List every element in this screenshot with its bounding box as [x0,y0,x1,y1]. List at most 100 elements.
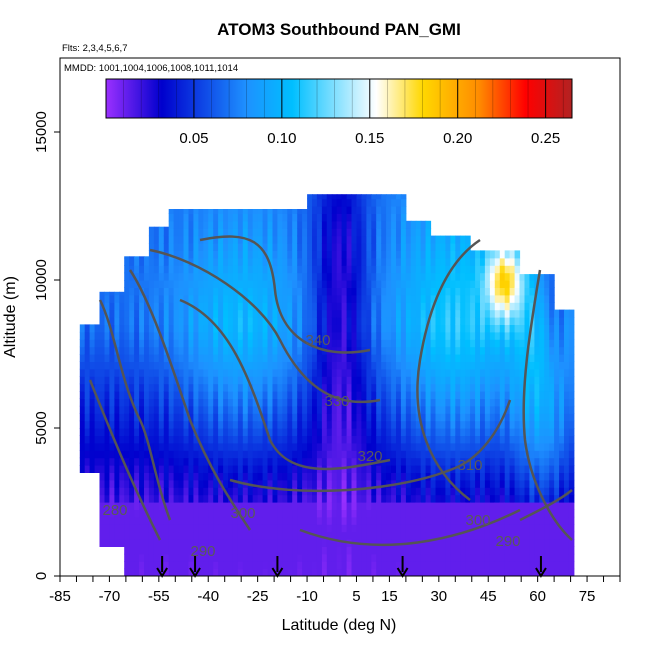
heatmap-cell [218,309,224,318]
heatmap-cell [480,346,486,355]
heatmap-cell [272,220,278,229]
heatmap-cell [564,420,570,429]
heatmap-cell [400,561,407,570]
heatmap-cell [213,531,219,540]
heatmap-cell [257,294,264,303]
heatmap-cell [312,194,318,200]
heatmap-cell [277,250,283,259]
heatmap-cell [232,324,239,333]
heatmap-cell [139,280,145,288]
heatmap-cell [163,465,170,473]
heatmap-cell [153,309,160,318]
heatmap-cell [514,531,521,540]
heatmap-cell [148,420,155,429]
heatmap-cell [381,531,387,540]
heatmap-cell [277,516,283,525]
heatmap-cell [252,428,259,436]
heatmap-cell [148,472,155,481]
heatmap-cell [430,502,437,510]
heatmap-cell [400,194,407,200]
heatmap-cell [430,420,437,429]
heatmap-cell [514,420,521,429]
heatmap-cell [272,479,278,488]
heatmap-cell [494,487,501,496]
heatmap-cell [371,213,377,222]
heatmap-cell [282,243,288,251]
heatmap-cell [139,354,145,362]
heatmap-cell [223,257,229,266]
heatmap-cell [277,472,283,481]
heatmap-cell [119,531,125,540]
heatmap-cell [223,383,229,392]
heatmap-cell [460,317,466,325]
colorbar-ticks: 0.05 0.10 0.15 0.20 0.25 [123,79,564,147]
heatmap-cell [415,265,422,274]
heatmap-cell [237,243,244,251]
heatmap-cell [514,391,521,399]
heatmap-cell [539,339,545,348]
heatmap-cell [460,479,466,488]
heatmap-cell [519,465,525,473]
heatmap-cell [144,420,150,429]
heatmap-cell [316,442,323,451]
heatmap-cell [386,272,392,281]
heatmap-cell [232,361,239,370]
heatmap-cell [376,472,382,481]
heatmap-cell [361,450,367,459]
heatmap-cell [489,494,496,503]
heatmap-cell [267,479,273,488]
heatmap-cell [420,250,427,259]
heatmap-cell [396,228,402,237]
heatmap-cell [153,331,160,340]
heatmap-cell [232,354,239,362]
heatmap-cell [173,546,180,555]
heatmap-cell [228,243,234,251]
heatmap-cell [430,568,437,576]
heatmap-cell [460,531,466,540]
heatmap-cell [554,398,560,407]
heatmap-cell [316,435,323,444]
heatmap-cell [109,435,115,444]
heatmap-cell [430,324,437,333]
heatmap-cell [400,368,407,377]
heatmap-cell [163,235,170,244]
heatmap-cell [178,442,185,451]
contour-line [88,379,162,541]
heatmap-cell [193,531,199,540]
heatmap-cell [262,235,269,244]
heatmap-cell [534,568,540,576]
heatmap-cell [252,435,259,444]
heatmap-cell [326,457,333,466]
heatmap-cell [277,391,283,399]
heatmap-cell [455,368,461,377]
heatmap-cell [168,398,175,407]
heatmap-cell [391,539,397,547]
heatmap-cell [480,287,486,296]
heatmap-cell [509,346,516,355]
heatmap-cell [119,405,125,414]
heatmap-cell [203,405,209,414]
heatmap-cell [183,524,189,533]
heatmap-cell [391,272,397,281]
heatmap-cell [361,502,367,510]
heatmap-cell [400,376,407,385]
heatmap-cell [307,324,313,333]
heatmap-cell [356,206,362,214]
heatmap-cell [257,287,264,296]
heatmap-cell [475,302,481,311]
heatmap-cell [400,405,407,414]
heatmap-cell [321,391,328,399]
heatmap-cell [129,346,135,355]
heatmap-cell [480,361,486,370]
heatmap-cell [316,235,323,244]
heatmap-cell [415,479,422,488]
heatmap-cell [119,524,125,533]
heatmap-cell [287,479,293,488]
heatmap-cell [376,398,382,407]
heatmap-cell [312,206,318,214]
heatmap-cell [312,331,318,340]
heatmap-cell [312,561,318,570]
heatmap-cell [153,280,160,288]
heatmap-cell [114,516,120,525]
heatmap-cell [178,435,185,444]
